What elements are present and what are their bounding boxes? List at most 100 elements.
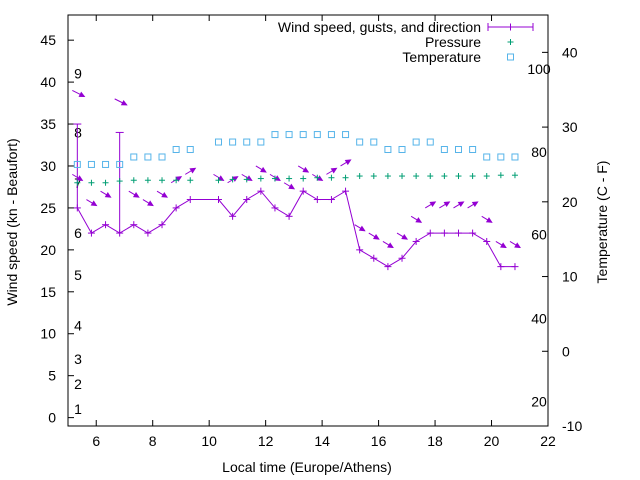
wind-speed-point bbox=[469, 229, 477, 237]
wind-direction-arrow bbox=[439, 201, 451, 209]
temperature-point bbox=[370, 138, 378, 146]
y-tick-label: 20 bbox=[40, 242, 56, 258]
wind-speed-point bbox=[116, 229, 124, 237]
y-tick-label: 45 bbox=[40, 32, 56, 48]
pressure-point bbox=[342, 174, 349, 181]
x-tick-label: 18 bbox=[427, 433, 443, 449]
temperature-point bbox=[327, 131, 335, 139]
wind-direction-arrow bbox=[185, 167, 197, 175]
temperature-point bbox=[398, 146, 406, 154]
pressure-point bbox=[173, 177, 180, 184]
wind-direction-arrow bbox=[396, 232, 409, 240]
axis-ticks-layer: 6 8 10 12 14 16 18 20 22051015202530354045-10010… bbox=[40, 15, 582, 449]
temperature-point bbox=[229, 138, 237, 146]
wind-direction-arrow bbox=[142, 199, 154, 207]
wind-direction-arrow bbox=[495, 241, 507, 249]
legend-sample-wind-point bbox=[507, 23, 514, 31]
fahrenheit-label: 60 bbox=[531, 227, 547, 243]
wind-speed-point bbox=[398, 254, 406, 262]
wind-speed-point bbox=[271, 204, 279, 212]
temperature-point bbox=[384, 146, 392, 154]
wind-speed-point bbox=[102, 221, 110, 229]
x-tick-label: 12 bbox=[258, 433, 274, 449]
pressure-point bbox=[271, 175, 278, 182]
pressure-point bbox=[413, 173, 420, 180]
wind-direction-arrow bbox=[382, 241, 394, 249]
fahrenheit-label: 40 bbox=[531, 310, 547, 326]
y2-tick-label: 0 bbox=[562, 343, 570, 359]
x-tick-label: 22 bbox=[540, 433, 556, 449]
wind-direction-arrow bbox=[509, 241, 521, 249]
wind-direction-arrow bbox=[156, 190, 169, 198]
beaufort-label: 9 bbox=[74, 66, 82, 82]
wind-direction-arrow bbox=[100, 190, 112, 198]
wind-direction-arrow bbox=[340, 159, 352, 167]
y-axis-label: Wind speed (kn - Beaufort) bbox=[4, 138, 20, 305]
wind-speed-point bbox=[497, 263, 505, 271]
temperature-point bbox=[243, 138, 251, 146]
wind-direction-arrow bbox=[297, 165, 310, 173]
y-tick-label: 15 bbox=[40, 284, 56, 300]
pressure-point bbox=[384, 173, 391, 180]
temperature-point bbox=[469, 146, 477, 154]
wind-direction-arrow bbox=[86, 199, 98, 207]
x-axis-label: Local time (Europe/Athens) bbox=[222, 459, 392, 475]
temperature-point bbox=[102, 160, 110, 168]
wind-speed-point bbox=[313, 196, 321, 204]
y2-tick-label: 40 bbox=[562, 44, 578, 60]
wind-direction-arrow bbox=[410, 215, 423, 223]
series-layer bbox=[72, 90, 521, 271]
pressure-point bbox=[328, 174, 335, 181]
legend-label-temperature: Temperature bbox=[402, 49, 481, 65]
wind-speed-point bbox=[214, 196, 222, 204]
beaufort-label: 6 bbox=[74, 225, 82, 241]
legend-layer: Wind speed, gusts, and directionPressure… bbox=[278, 19, 534, 65]
pressure-point bbox=[159, 177, 166, 184]
wind-direction-arrow bbox=[72, 173, 84, 181]
pressure-point bbox=[144, 177, 151, 184]
pressure-point bbox=[483, 173, 490, 180]
temperature-point bbox=[483, 153, 491, 161]
wind-direction-arrow bbox=[283, 182, 296, 190]
wind-direction-arrow bbox=[72, 90, 86, 98]
pressure-point bbox=[116, 178, 123, 185]
pressure-point bbox=[356, 173, 363, 180]
wind-direction-arrow bbox=[114, 98, 128, 106]
wind-direction-arrow bbox=[255, 165, 267, 173]
x-tick-label: 8 bbox=[149, 433, 157, 449]
y-tick-label: 25 bbox=[40, 200, 56, 216]
x-tick-label: 14 bbox=[314, 433, 330, 449]
pressure-point bbox=[257, 175, 264, 182]
temperature-point bbox=[313, 131, 321, 139]
x-tick-label: 20 bbox=[484, 433, 500, 449]
temperature-point bbox=[412, 138, 420, 146]
pressure-point bbox=[286, 175, 293, 182]
beaufort-label: 1 bbox=[74, 401, 82, 417]
pressure-point bbox=[215, 177, 222, 184]
temperature-point bbox=[87, 160, 95, 168]
pressure-point bbox=[130, 177, 137, 184]
wind-speed-point bbox=[243, 196, 251, 204]
plot-frame-layer bbox=[67, 14, 549, 427]
temperature-point bbox=[511, 153, 519, 161]
temperature-point bbox=[356, 138, 364, 146]
wind-speed-point bbox=[299, 187, 307, 195]
wind-speed-point bbox=[87, 229, 95, 237]
temperature-point bbox=[440, 146, 448, 154]
wind-speed-point bbox=[144, 229, 152, 237]
wind-speed-point bbox=[73, 204, 81, 212]
temperature-point bbox=[497, 153, 505, 161]
wind-speed-point bbox=[384, 263, 392, 271]
pressure-point bbox=[102, 179, 109, 186]
pressure-point bbox=[427, 173, 434, 180]
temperature-point bbox=[116, 160, 124, 168]
beaufort-label: 3 bbox=[74, 351, 82, 367]
axis-labels-layer: Local time (Europe/Athens) Wind speed (k… bbox=[4, 138, 610, 475]
y2-axis-label: Temperature (C - F) bbox=[594, 161, 610, 284]
wind-direction-arrow bbox=[354, 224, 366, 232]
wind-speed-point bbox=[327, 196, 335, 204]
wind-speed-point bbox=[454, 229, 462, 237]
y-tick-label: 35 bbox=[40, 116, 56, 132]
temperature-point bbox=[73, 160, 81, 168]
pressure-point bbox=[469, 173, 476, 180]
